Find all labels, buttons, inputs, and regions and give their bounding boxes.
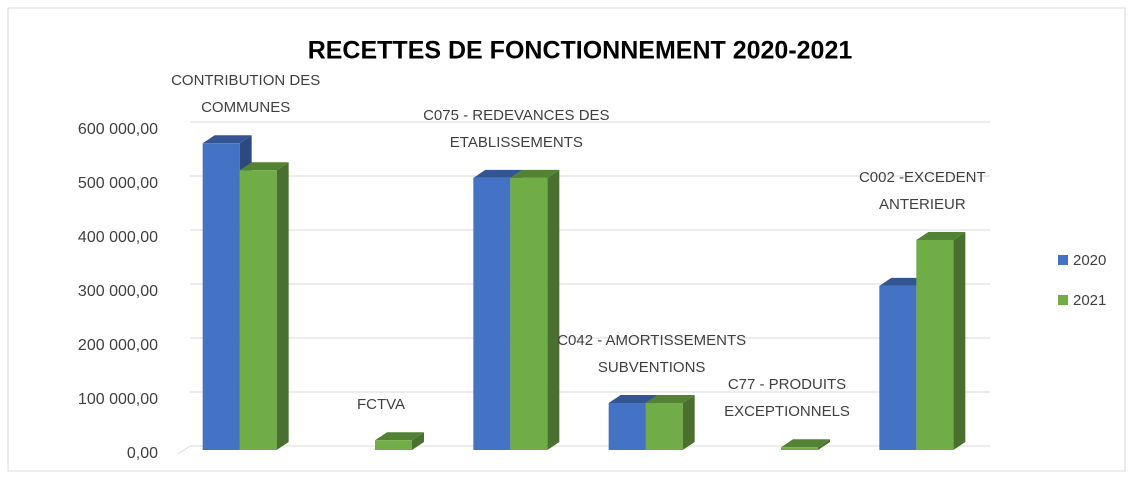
bar <box>879 285 917 450</box>
y-tick-label: 200 000,00 <box>78 337 158 354</box>
category-label: C075 - REDEVANCES DES ETABLISSEMENTS <box>423 106 610 151</box>
y-tick-label: 100 000,00 <box>78 391 158 408</box>
category-label: C042 - AMORTISSEMENTS SUBVENTIONS <box>557 332 747 377</box>
bar <box>239 170 277 450</box>
bar <box>375 440 412 450</box>
legend-label: 2021 <box>1073 292 1106 309</box>
bar-top <box>608 395 658 404</box>
chart-border <box>7 7 1126 472</box>
y-tick-label: 600 000,00 <box>78 121 158 138</box>
bar <box>473 177 511 450</box>
bar-top <box>375 432 424 441</box>
bar-top <box>879 277 929 286</box>
floor-line <box>177 445 191 455</box>
y-tick-label: 300 000,00 <box>78 283 158 300</box>
bar-top <box>239 162 289 171</box>
bar <box>608 403 646 450</box>
bar-top <box>510 169 560 178</box>
category-label: FCTVA <box>356 396 406 414</box>
category-label: C002 -EXCEDENT ANTERIEUR <box>858 168 986 213</box>
bar-top <box>781 439 830 448</box>
bar-top <box>916 231 966 240</box>
legend-label: 2020 <box>1073 252 1106 269</box>
bar-top <box>473 169 523 178</box>
legend-swatch <box>1058 255 1068 265</box>
bar-side <box>818 439 830 450</box>
bar-side <box>276 162 289 450</box>
bar-top <box>645 395 695 404</box>
bar <box>202 143 240 450</box>
chart-title: RECETTES DE FONCTIONNEMENT 2020-2021 <box>308 37 853 65</box>
bar <box>916 239 954 450</box>
bar-side <box>412 432 424 450</box>
bar-side <box>953 231 966 450</box>
bar <box>645 403 683 450</box>
y-tick-label: 500 000,00 <box>78 175 158 192</box>
bar <box>781 447 818 450</box>
category-label: CONTRIBUTION DES COMMUNES <box>171 72 321 117</box>
bar <box>510 177 548 450</box>
bar-side <box>547 169 560 450</box>
category-label: C77 - PRODUITS EXCEPTIONNELS <box>724 376 850 421</box>
bar-top <box>202 135 252 144</box>
bar-side <box>682 395 695 450</box>
legend-swatch <box>1058 295 1068 305</box>
y-tick-label: 400 000,00 <box>78 229 158 246</box>
y-tick-label: 0,00 <box>127 445 158 462</box>
